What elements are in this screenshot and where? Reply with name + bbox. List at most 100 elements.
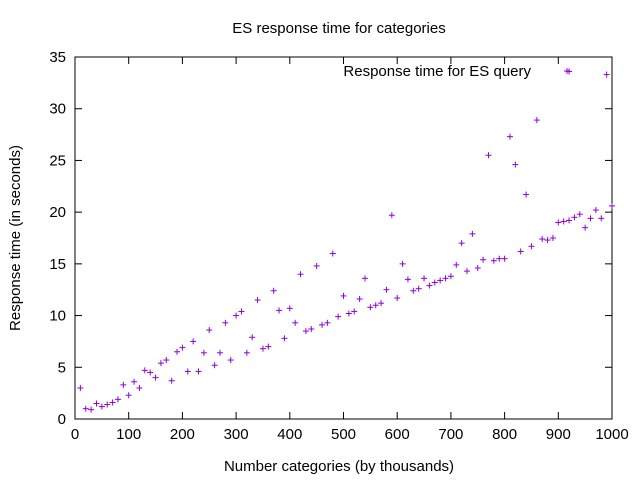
data-point — [372, 302, 379, 309]
data-point — [523, 191, 530, 198]
data-point — [259, 345, 266, 352]
data-point — [254, 297, 261, 304]
data-point — [533, 117, 540, 124]
data-point — [136, 384, 143, 391]
data-point — [496, 255, 503, 262]
data-point — [125, 392, 132, 399]
data-point — [168, 377, 175, 384]
x-tick-label: 100 — [116, 426, 141, 443]
y-axis: 0 5 10 15 20 25 30 35 — [49, 49, 612, 428]
data-point — [163, 357, 170, 364]
data-point — [361, 275, 368, 282]
data-point — [340, 292, 347, 299]
data-point — [324, 319, 331, 326]
x-axis-label: Number categories (by thousands) — [224, 458, 454, 475]
data-point — [609, 202, 615, 209]
data-point — [77, 384, 84, 391]
data-point — [222, 319, 229, 326]
data-point — [88, 406, 95, 413]
x-tick-label: 0 — [71, 426, 79, 443]
data-point — [506, 133, 513, 140]
data-point — [313, 262, 320, 269]
data-point — [227, 357, 234, 364]
data-point — [442, 275, 449, 282]
y-tick-label: 35 — [49, 49, 66, 66]
data-point — [378, 300, 385, 307]
data-point — [281, 335, 288, 342]
data-point — [270, 287, 277, 294]
data-point — [211, 362, 218, 369]
data-point — [394, 294, 401, 301]
data-point — [141, 367, 148, 374]
data-point — [592, 207, 599, 214]
data-point — [598, 215, 605, 222]
data-point — [501, 255, 508, 262]
data-point — [265, 343, 272, 350]
x-tick-label: 1000 — [595, 426, 628, 443]
data-point — [388, 212, 395, 219]
data-point — [216, 349, 223, 356]
data-point — [147, 369, 154, 376]
data-point — [120, 381, 127, 388]
legend: Response time for ES query — [343, 63, 570, 80]
data-point — [404, 276, 411, 283]
data-point — [351, 308, 358, 315]
data-point — [410, 287, 417, 294]
data-point — [555, 219, 562, 226]
data-point — [206, 327, 213, 334]
data-point — [480, 256, 487, 263]
data-point — [426, 282, 433, 289]
data-point — [464, 268, 471, 275]
data-point — [453, 261, 460, 268]
x-tick-label: 900 — [546, 426, 571, 443]
data-point — [512, 161, 519, 168]
chart-title: ES response time for categories — [232, 20, 445, 37]
x-tick-label: 700 — [438, 426, 463, 443]
data-point — [179, 344, 186, 351]
data-point — [319, 321, 326, 328]
data-point — [549, 235, 556, 241]
data-point — [421, 275, 428, 282]
data-point — [329, 250, 336, 257]
data-point — [276, 307, 283, 314]
data-point — [195, 368, 202, 375]
data-point — [104, 401, 111, 408]
data-point — [297, 271, 304, 278]
data-point — [286, 305, 293, 312]
x-tick-label: 200 — [170, 426, 195, 443]
data-point — [517, 248, 524, 255]
data-point — [200, 349, 207, 356]
y-tick-label: 30 — [49, 101, 66, 118]
data-point — [458, 240, 465, 247]
legend-label: Response time for ES query — [343, 63, 531, 80]
data-point — [174, 348, 181, 355]
data-point — [157, 360, 164, 367]
y-tick-label: 5 — [58, 359, 66, 376]
data-point — [249, 334, 256, 341]
data-point — [356, 296, 363, 303]
x-tick-label: 600 — [385, 426, 410, 443]
data-point — [576, 211, 583, 218]
data-point — [485, 152, 492, 159]
data-point — [474, 264, 481, 271]
data-point — [93, 400, 100, 407]
data-point — [335, 313, 342, 320]
data-point — [447, 273, 454, 280]
x-tick-label: 800 — [492, 426, 517, 443]
data-point — [544, 237, 551, 244]
data-point — [302, 328, 309, 335]
data-point — [243, 349, 250, 356]
data-point — [238, 308, 245, 315]
data-point — [308, 326, 315, 333]
data-point — [233, 312, 240, 319]
data-point — [566, 217, 573, 224]
data-point — [131, 378, 138, 385]
data-point — [184, 368, 191, 375]
y-axis-label: Response time (in seconds) — [7, 145, 24, 331]
y-tick-label: 0 — [58, 411, 66, 428]
data-point — [98, 403, 105, 410]
data-point — [566, 68, 573, 75]
y-tick-label: 20 — [49, 204, 66, 221]
x-tick-label: 300 — [224, 426, 249, 443]
data-point — [415, 285, 422, 292]
